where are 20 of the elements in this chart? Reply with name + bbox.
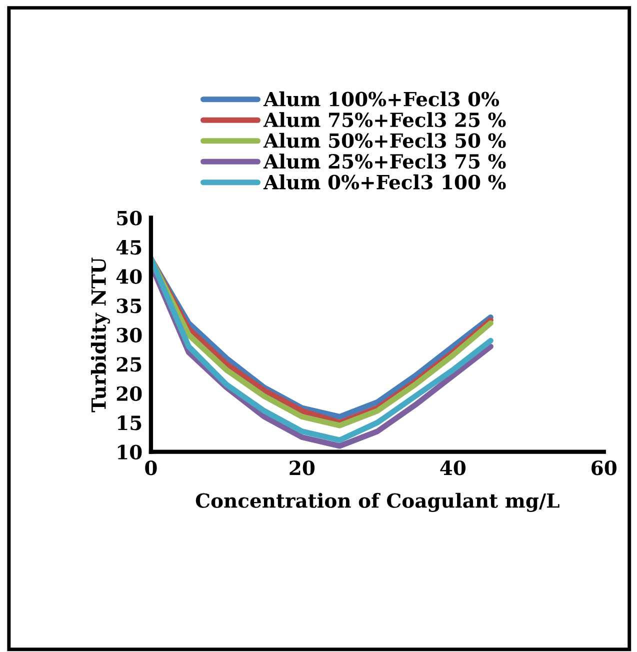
- y-tick-label: 15: [118, 416, 142, 430]
- legend-label: Alum 75%+Fecl3 25 %: [263, 112, 506, 128]
- y-tick-label: 30: [116, 328, 142, 342]
- y-tick-label: 50: [117, 210, 142, 226]
- y-tick-label: 20: [116, 386, 142, 401]
- x-axis-title: Concentration of Coagulant mg/L: [196, 492, 560, 512]
- x-tick-label: 40: [440, 460, 466, 476]
- legend-label: Alum 100%+Fecl3 0%: [263, 91, 500, 106]
- y-tick-label: 40: [116, 269, 142, 284]
- legend-label: Alum 50%+Fecl3 50 %: [263, 132, 506, 148]
- x-tick-label: 0: [145, 460, 157, 476]
- x-tick-label: 20: [290, 460, 315, 476]
- y-tick-label: 25: [116, 357, 142, 372]
- y-tick-label: 35: [116, 298, 142, 314]
- legend-label: Alum 0%+Fecl3 100 %: [263, 174, 506, 190]
- x-tick-label: 60: [592, 460, 616, 476]
- y-tick-label: 45: [116, 240, 142, 255]
- y-tick-label: 10: [118, 444, 142, 460]
- legend-label: Alum 25%+Fecl3 75 %: [263, 154, 506, 169]
- y-axis-title: Turbidity NTU: [90, 258, 110, 412]
